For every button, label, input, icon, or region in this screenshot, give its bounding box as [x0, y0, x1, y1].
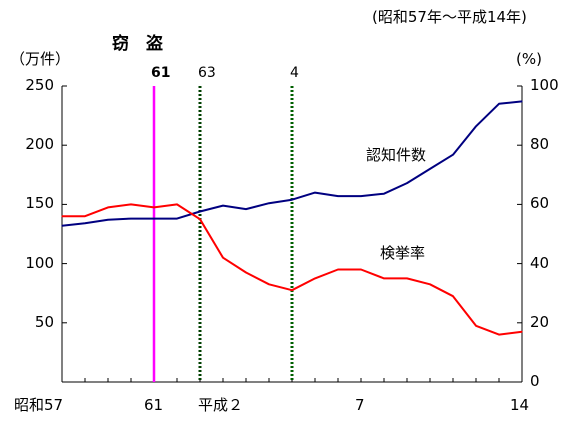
- y-right-tick-label: 100: [530, 76, 559, 94]
- y-left-tick-label: 100: [25, 253, 54, 272]
- data-point: [429, 168, 431, 170]
- data-point: [176, 203, 178, 205]
- y-right-tick-label: 40: [530, 253, 550, 272]
- series-label-clearance: 検挙率: [380, 244, 426, 262]
- period-note: (昭和57年〜平成14年): [372, 8, 527, 26]
- data-point: [360, 195, 362, 197]
- data-point: [268, 202, 270, 204]
- data-point: [130, 218, 132, 220]
- y-left-tick-label: 200: [25, 135, 54, 154]
- x-tick-label: 14: [510, 396, 530, 414]
- x-tick-label: 7: [355, 396, 365, 414]
- data-point: [199, 210, 201, 213]
- y-left-tick-label: 50: [34, 312, 54, 331]
- data-point: [452, 295, 454, 297]
- data-point: [452, 154, 454, 156]
- y-right-tick-label: 60: [530, 194, 550, 213]
- data-point: [498, 103, 500, 105]
- data-point: [521, 100, 523, 102]
- data-point: [314, 191, 316, 194]
- marker-lines: [152, 86, 294, 382]
- data-point: [291, 289, 293, 291]
- data-point: [84, 222, 86, 224]
- data-point: [245, 271, 247, 274]
- y-right-tick-label: 80: [530, 135, 550, 154]
- data-point: [406, 182, 408, 184]
- x-tick-label: 平成２: [198, 396, 244, 414]
- series-lines: [61, 100, 523, 336]
- x-tick-label: 昭和57: [14, 396, 64, 414]
- data-point: [130, 203, 132, 205]
- data-point: [360, 268, 362, 271]
- data-point: [383, 277, 385, 279]
- x-tick-label: 61: [144, 396, 164, 414]
- series-label-recognized: 認知件数: [366, 146, 427, 164]
- y-left-label: （万件）: [10, 50, 71, 68]
- data-point: [107, 206, 109, 208]
- y-right-tick-label: 20: [530, 312, 550, 331]
- data-point: [84, 215, 86, 217]
- data-point: [383, 193, 385, 195]
- data-point: [498, 334, 500, 336]
- data-point: [406, 277, 408, 279]
- marker-label-63: 63: [198, 65, 216, 81]
- y-right-label: (%): [516, 50, 542, 68]
- y-left-tick-label: 150: [25, 194, 54, 213]
- chart-title: 窃 盗: [112, 34, 163, 54]
- marker-label-61: 61: [151, 65, 171, 81]
- data-point: [153, 206, 155, 208]
- data-point: [268, 283, 270, 285]
- data-point: [176, 218, 178, 220]
- data-point: [61, 225, 63, 227]
- data-point: [475, 125, 477, 127]
- data-point: [475, 325, 477, 327]
- y-left-tick-label: 250: [25, 76, 54, 94]
- data-point: [291, 199, 293, 201]
- data-point: [337, 268, 339, 271]
- data-point: [222, 257, 224, 259]
- data-point: [153, 218, 155, 220]
- data-point: [337, 195, 339, 197]
- data-point: [314, 277, 316, 279]
- data-point: [199, 218, 201, 220]
- data-point: [429, 283, 431, 285]
- y-right-tick-label: 0: [530, 372, 540, 390]
- marker-label-4: 4: [290, 65, 299, 81]
- data-point: [222, 204, 224, 207]
- data-point: [107, 219, 109, 221]
- data-point: [245, 208, 247, 210]
- data-point: [61, 215, 63, 217]
- data-point: [521, 331, 523, 333]
